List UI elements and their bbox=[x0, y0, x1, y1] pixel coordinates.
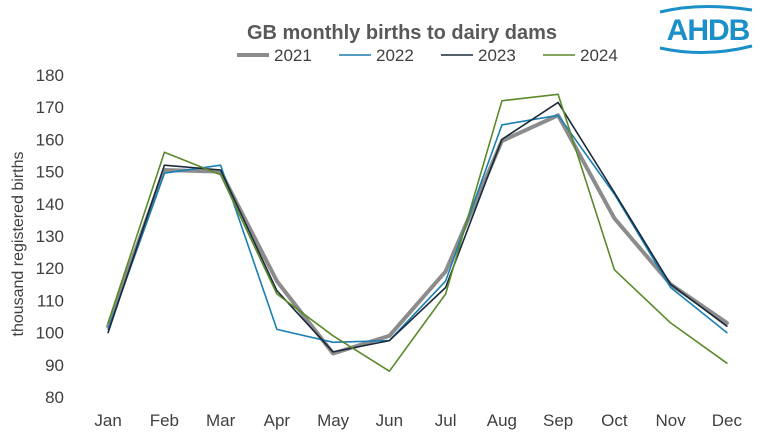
y-tick-label: 130 bbox=[36, 227, 64, 246]
legend-label-2023: 2023 bbox=[478, 46, 516, 65]
series-lines bbox=[106, 93, 729, 373]
x-tick-label: Jan bbox=[94, 411, 121, 430]
y-axis-label: thousand registered births bbox=[10, 152, 27, 337]
x-tick-label: Sep bbox=[543, 411, 573, 430]
series-line-2024 bbox=[107, 93, 728, 373]
legend-label-2021: 2021 bbox=[274, 46, 312, 65]
x-tick-label: Jun bbox=[376, 411, 403, 430]
y-tick-label: 140 bbox=[36, 195, 64, 214]
logo-swoosh-top bbox=[659, 4, 753, 14]
logo-swoosh-bottom bbox=[659, 44, 753, 54]
x-axis-ticks: Jan Feb Mar Apr May Jun Jul Aug Sep Oct Nov Dec bbox=[94, 411, 742, 430]
y-tick-label: 110 bbox=[37, 291, 64, 310]
x-tick-label: Oct bbox=[601, 411, 628, 430]
x-tick-label: Apr bbox=[264, 411, 291, 430]
x-tick-label: Feb bbox=[150, 411, 179, 430]
y-tick-label: 100 bbox=[36, 324, 64, 343]
legend-label-2024: 2024 bbox=[580, 46, 618, 65]
x-tick-label: Jul bbox=[435, 411, 457, 430]
y-tick-label: 180 bbox=[36, 66, 64, 85]
chart-title: GB monthly births to dairy dams bbox=[247, 22, 557, 44]
x-tick-label: Aug bbox=[487, 411, 517, 430]
series-line-2022 bbox=[107, 114, 728, 344]
x-tick-label: Nov bbox=[656, 411, 687, 430]
ahdb-logo: AHDB bbox=[659, 4, 753, 54]
y-tick-label: 170 bbox=[36, 98, 64, 117]
legend-label-2022: 2022 bbox=[376, 46, 414, 65]
x-tick-label: Dec bbox=[712, 411, 743, 430]
logo-text: AHDB bbox=[667, 14, 750, 47]
y-tick-label: 80 bbox=[45, 388, 64, 407]
series-line-2021 bbox=[106, 113, 729, 356]
x-tick-label: Mar bbox=[206, 411, 236, 430]
y-tick-label: 120 bbox=[36, 259, 64, 278]
y-tick-label: 90 bbox=[45, 356, 64, 375]
legend: 2021 2022 2023 2024 bbox=[237, 46, 618, 65]
y-tick-label: 150 bbox=[36, 163, 64, 182]
y-tick-label: 160 bbox=[36, 130, 64, 149]
series-line-2023 bbox=[107, 101, 728, 353]
x-tick-label: May bbox=[317, 411, 350, 430]
y-axis-ticks: 80 90 100 110 120 130 140 150 160 170 180 bbox=[36, 66, 64, 407]
